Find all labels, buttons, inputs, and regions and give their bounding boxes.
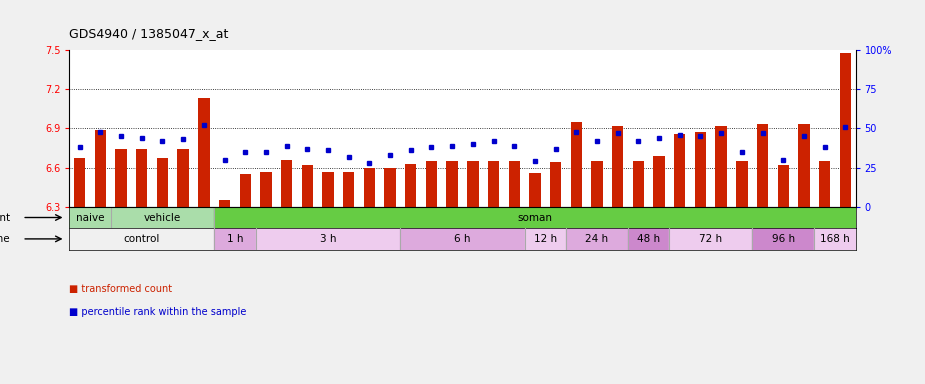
- Bar: [240, 174, 251, 207]
- Bar: [426, 161, 438, 207]
- Bar: [405, 164, 416, 207]
- Bar: [116, 149, 127, 207]
- Text: GDS4940 / 1385047_x_at: GDS4940 / 1385047_x_at: [69, 27, 228, 40]
- Bar: [401, 228, 524, 250]
- Text: 3 h: 3 h: [320, 234, 337, 244]
- Text: ■ transformed count: ■ transformed count: [69, 284, 172, 294]
- Bar: [178, 149, 189, 207]
- Bar: [69, 207, 111, 228]
- Bar: [157, 159, 168, 207]
- Bar: [74, 159, 85, 207]
- Bar: [364, 167, 375, 207]
- Text: 6 h: 6 h: [454, 234, 471, 244]
- Text: 24 h: 24 h: [586, 234, 609, 244]
- Bar: [219, 200, 230, 207]
- Text: 96 h: 96 h: [771, 234, 795, 244]
- Bar: [612, 126, 623, 207]
- Text: control: control: [124, 234, 160, 244]
- Text: 168 h: 168 h: [820, 234, 850, 244]
- Text: 1 h: 1 h: [227, 234, 243, 244]
- Bar: [260, 172, 272, 207]
- Bar: [798, 124, 809, 207]
- Bar: [674, 134, 685, 207]
- Bar: [302, 165, 313, 207]
- Bar: [736, 161, 747, 207]
- Bar: [752, 228, 814, 250]
- Bar: [757, 124, 768, 207]
- Bar: [136, 149, 147, 207]
- Bar: [215, 228, 255, 250]
- Bar: [509, 161, 520, 207]
- Text: soman: soman: [517, 212, 552, 222]
- Bar: [529, 173, 540, 207]
- Text: 48 h: 48 h: [637, 234, 660, 244]
- Bar: [778, 165, 789, 207]
- Bar: [447, 161, 458, 207]
- Bar: [633, 161, 644, 207]
- Bar: [571, 122, 582, 207]
- Text: agent: agent: [0, 212, 10, 222]
- Bar: [281, 160, 292, 207]
- Bar: [653, 156, 665, 207]
- Bar: [111, 207, 215, 228]
- Bar: [819, 161, 831, 207]
- Text: 12 h: 12 h: [534, 234, 557, 244]
- Bar: [670, 228, 752, 250]
- Text: vehicle: vehicle: [144, 212, 181, 222]
- Bar: [840, 53, 851, 207]
- Bar: [524, 228, 566, 250]
- Text: naive: naive: [76, 212, 105, 222]
- Bar: [487, 161, 500, 207]
- Bar: [198, 98, 210, 207]
- Bar: [94, 130, 106, 207]
- Bar: [591, 161, 603, 207]
- Bar: [255, 228, 401, 250]
- Bar: [215, 207, 856, 228]
- Bar: [814, 228, 856, 250]
- Bar: [695, 132, 706, 207]
- Text: 72 h: 72 h: [699, 234, 722, 244]
- Text: time: time: [0, 234, 10, 244]
- Bar: [467, 161, 478, 207]
- Bar: [343, 172, 354, 207]
- Bar: [628, 228, 670, 250]
- Bar: [566, 228, 628, 250]
- Bar: [69, 228, 215, 250]
- Bar: [550, 162, 561, 207]
- Bar: [385, 167, 396, 207]
- Bar: [322, 172, 334, 207]
- Text: ■ percentile rank within the sample: ■ percentile rank within the sample: [69, 307, 247, 317]
- Bar: [715, 126, 727, 207]
